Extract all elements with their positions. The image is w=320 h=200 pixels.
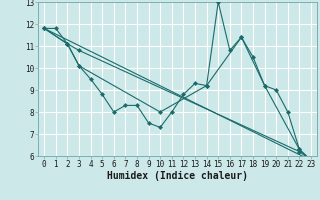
X-axis label: Humidex (Indice chaleur): Humidex (Indice chaleur) — [107, 171, 248, 181]
